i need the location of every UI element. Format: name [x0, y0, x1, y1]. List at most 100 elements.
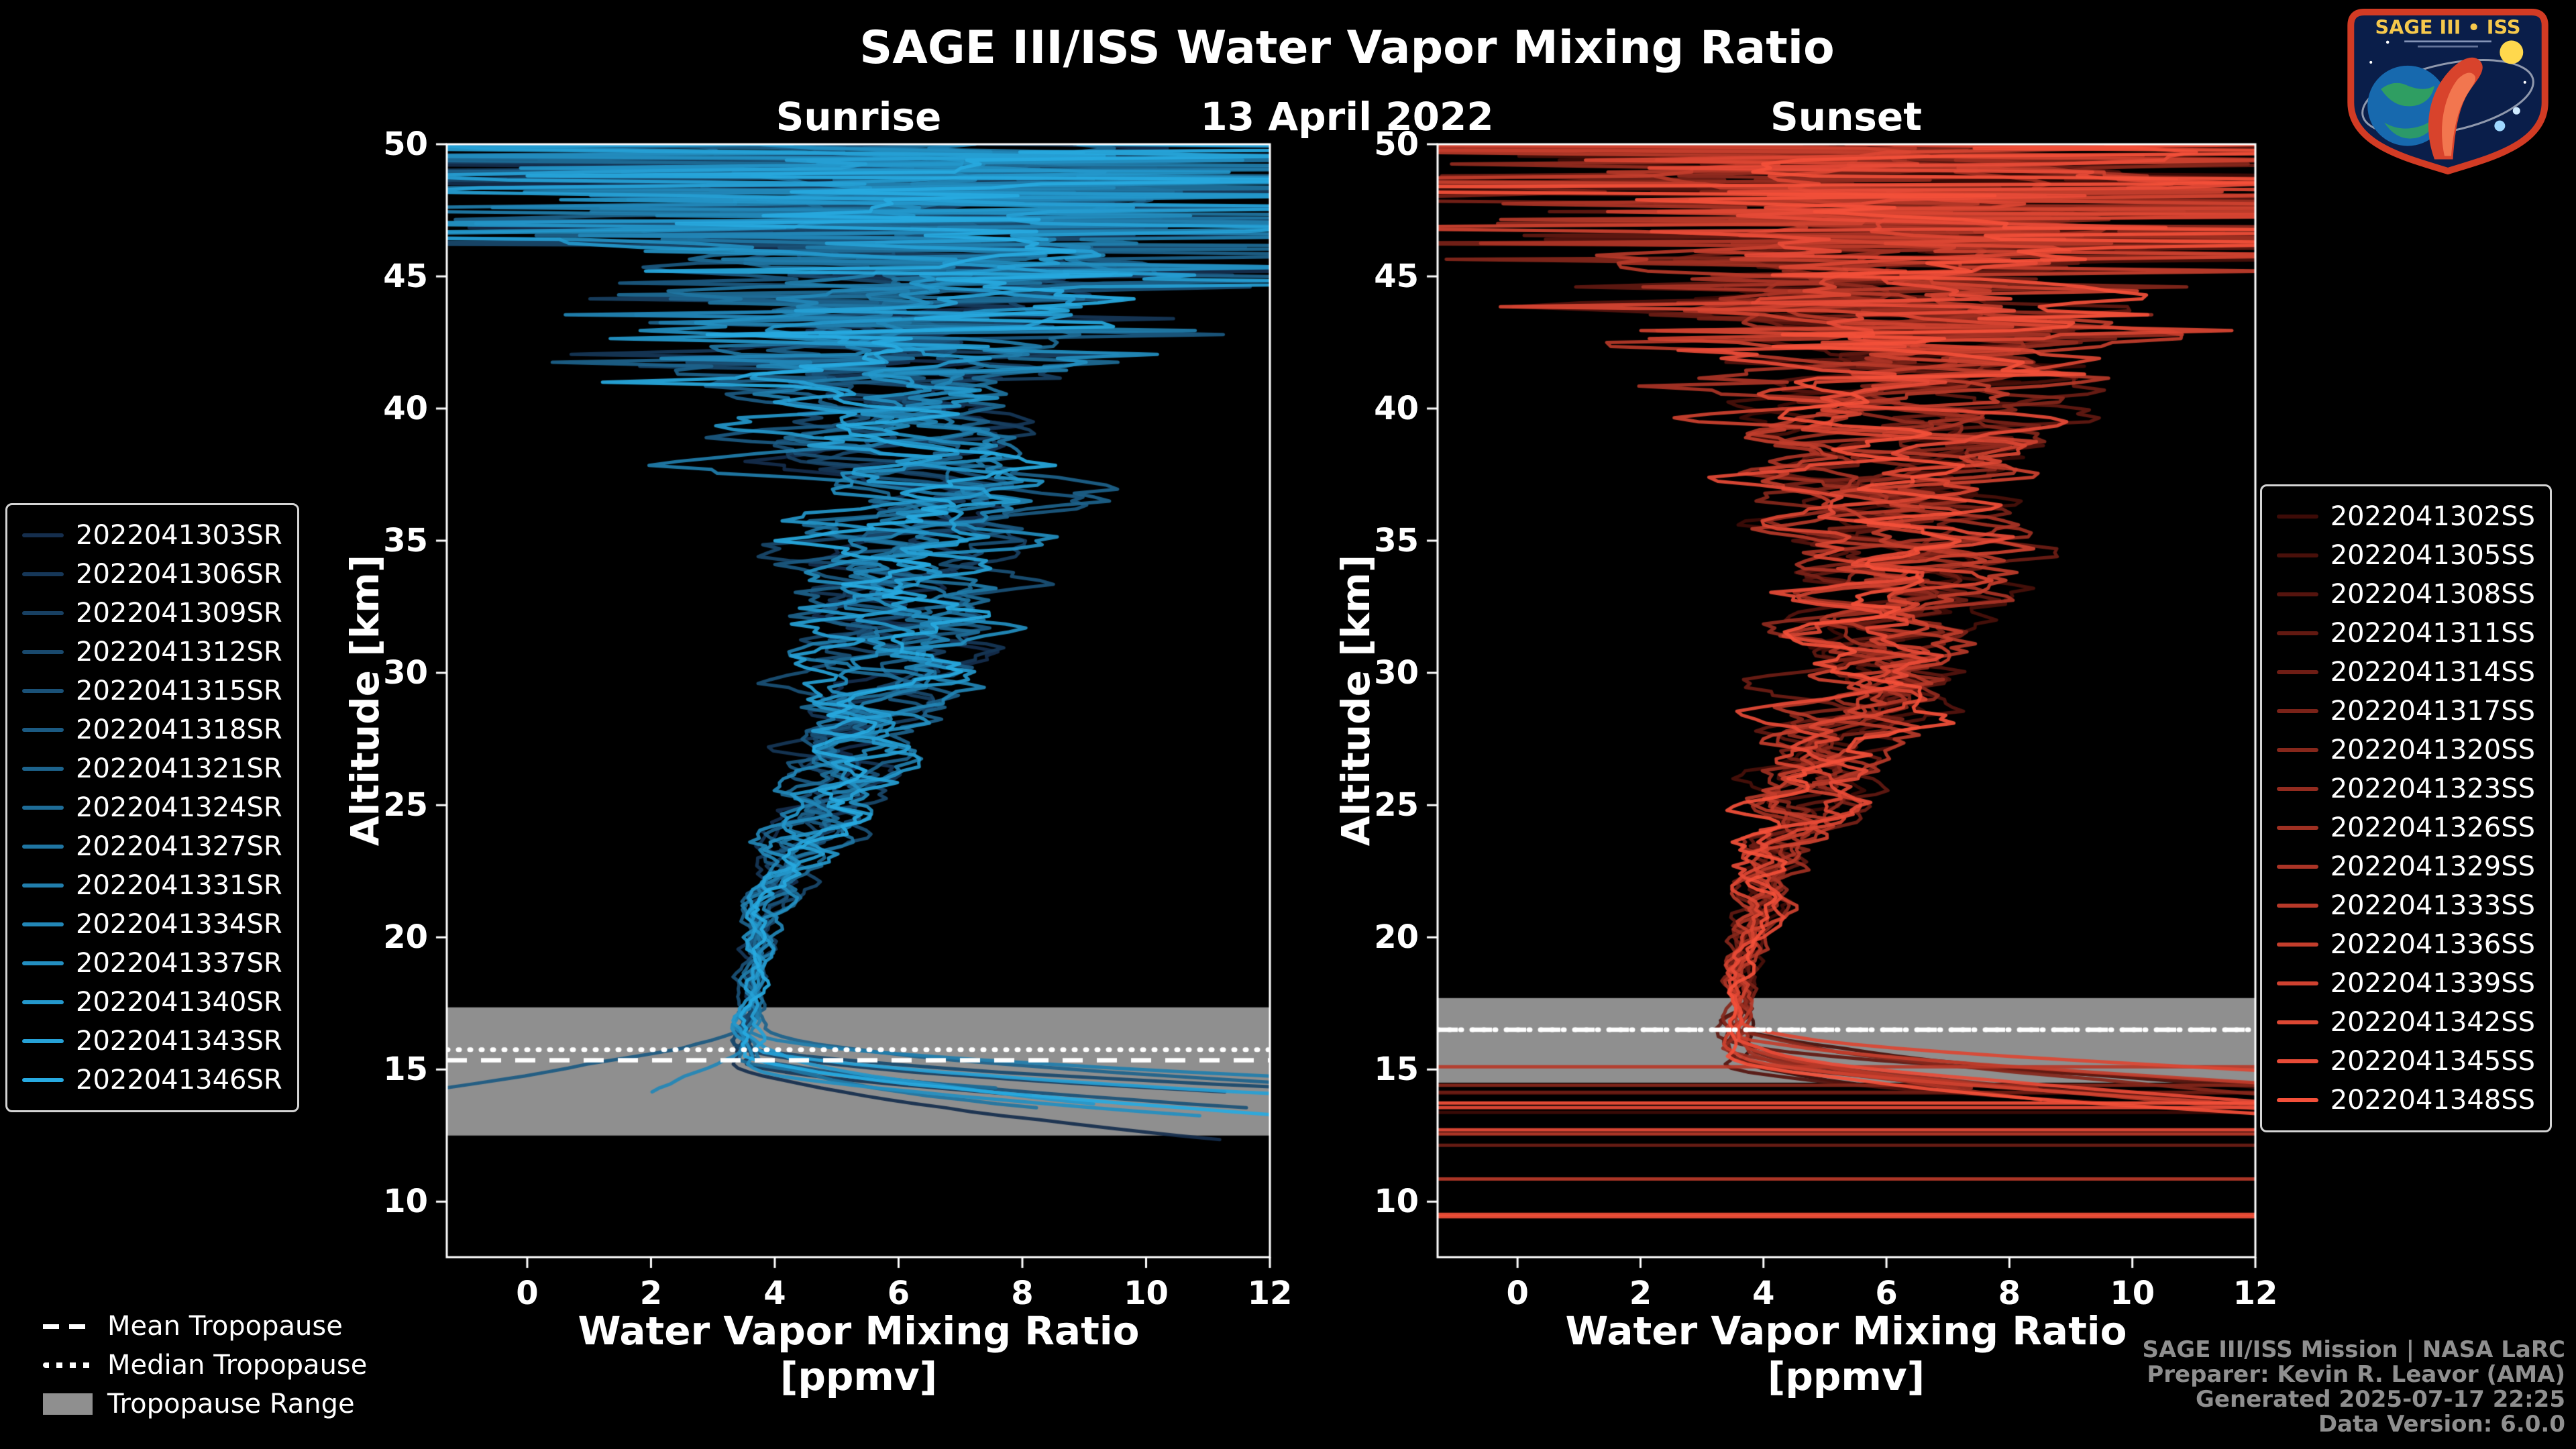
series-color-swatch: [22, 611, 64, 615]
dotted-line-swatch: [43, 1362, 93, 1368]
series-label: 2022041321SR: [76, 753, 282, 784]
attribution-generated: Generated 2025-07-17 22:25: [2196, 1386, 2565, 1413]
series-label: 2022041348SS: [2330, 1085, 2535, 1116]
y-tick-label: 35: [383, 522, 428, 560]
y-tick-label: 15: [1374, 1051, 1419, 1089]
series-label: 2022041309SR: [76, 598, 282, 629]
y-tick-label: 30: [1374, 654, 1419, 692]
legend-item: 2022041317SS: [2276, 692, 2535, 731]
legend-item: 2022041324SR: [22, 788, 282, 827]
legend-sunset: 2022041302SS 2022041305SS 2022041308SS 2022…: [2259, 484, 2552, 1132]
legend-item: 2022041348SS: [2276, 1081, 2535, 1120]
series-label: 2022041317SS: [2330, 696, 2535, 727]
series-label: 2022041333SS: [2330, 890, 2535, 921]
legend-item: 2022041345SS: [2276, 1042, 2535, 1081]
x-tick-label: 4: [763, 1275, 786, 1312]
legend-item: 2022041305SS: [2276, 536, 2535, 575]
legend-item: 2022041327SR: [22, 827, 282, 866]
series-color-swatch: [2276, 709, 2318, 713]
series-label: 2022041339SS: [2330, 968, 2535, 999]
sage-iss-logo-badge: SAGE III • ISS: [2347, 8, 2548, 175]
x-tick-label: 2: [639, 1275, 663, 1312]
attribution: SAGE III/ISS Mission | NASA LaRC Prepare…: [2143, 1338, 2566, 1437]
series-label: 2022041306SR: [76, 559, 282, 590]
series-label: 2022041331SR: [76, 870, 282, 901]
series-label: 2022041345SS: [2330, 1046, 2535, 1077]
legend-item: 2022041334SR: [22, 905, 282, 944]
series-label: 2022041314SS: [2330, 657, 2535, 688]
series-color-swatch: [2276, 865, 2318, 869]
series-label: 2022041305SS: [2330, 540, 2535, 571]
series-color-swatch: [22, 650, 64, 654]
y-tick-label: 10: [383, 1183, 428, 1221]
x-tick-label: 4: [1752, 1275, 1775, 1312]
series-color-swatch: [2276, 943, 2318, 947]
y-tick-label: 45: [1374, 258, 1419, 296]
series-color-swatch: [2276, 1059, 2318, 1063]
logo-subtext-line: [2404, 40, 2491, 43]
y-tick-label: 20: [1374, 918, 1419, 957]
legend-sunrise: 2022041303SR 2022041306SR 2022041309SR 2022…: [5, 503, 299, 1112]
legend-item: 2022041314SS: [2276, 653, 2535, 692]
mean-tropopause-label: Mean Tropopause: [107, 1311, 343, 1342]
legend-item: 2022041323SS: [2276, 769, 2535, 808]
x-tick-label: 8: [1998, 1275, 2021, 1312]
x-tick-label: 2: [1629, 1275, 1652, 1312]
series-label: 2022041336SS: [2330, 929, 2535, 960]
y-tick-label: 35: [1374, 522, 1419, 560]
x-tick-label: 12: [1247, 1275, 1293, 1312]
legend-item: 2022041340SR: [22, 983, 282, 1022]
legend-item: 2022041337SR: [22, 944, 282, 983]
series-label: 2022041324SR: [76, 792, 282, 823]
logo-planet: [2494, 120, 2506, 131]
panel-title-sunrise: Sunrise: [775, 94, 942, 140]
legend-item-median-tropopause: Median Tropopause: [43, 1346, 367, 1385]
series-color-swatch: [22, 922, 64, 926]
series-color-swatch: [22, 689, 64, 693]
series-color-swatch: [22, 728, 64, 732]
legend-item: 2022041329SS: [2276, 847, 2535, 886]
y-tick-label: 15: [383, 1051, 428, 1089]
y-tick-label: 25: [383, 786, 428, 824]
y-tick-label: 20: [383, 918, 428, 957]
x-tick-label: 10: [1124, 1275, 1169, 1312]
y-tick-label: 40: [383, 390, 428, 428]
series-color-swatch: [2276, 1020, 2318, 1024]
legend-item: 2022041326SS: [2276, 808, 2535, 847]
series-color-swatch: [2276, 981, 2318, 985]
series-color-swatch: [2276, 1098, 2318, 1102]
legend-item: 2022041339SS: [2276, 964, 2535, 1003]
attribution-mission: SAGE III/ISS Mission | NASA LaRC: [2142, 1336, 2566, 1363]
series-label: 2022041308SS: [2330, 579, 2535, 610]
series-color-swatch: [22, 806, 64, 810]
series-label: 2022041315SR: [76, 676, 282, 706]
legend-item: 2022041303SR: [22, 516, 282, 555]
y-tick-label: 40: [1374, 390, 1419, 428]
x-tick-label: 12: [2233, 1275, 2278, 1312]
series-color-swatch: [22, 1039, 64, 1043]
gray-band-swatch: [43, 1393, 93, 1415]
series-label: 2022041311SS: [2330, 618, 2535, 649]
series-color-swatch: [2276, 515, 2318, 519]
x-tick-label: 0: [1506, 1275, 1529, 1312]
x-axis-label-right: Water Vapor Mixing Ratio: [1565, 1308, 2127, 1354]
logo-subtext-line2: [2418, 45, 2478, 48]
legend-item: 2022041336SS: [2276, 925, 2535, 964]
x-tick-label: 6: [1875, 1275, 1898, 1312]
series-color-swatch: [22, 533, 64, 537]
legend-item-tropopause-range: Tropopause Range: [43, 1385, 367, 1424]
legend-item: 2022041342SS: [2276, 1003, 2535, 1042]
series-color-swatch: [22, 883, 64, 888]
y-tick-label: 10: [1374, 1183, 1419, 1221]
series-color-swatch: [22, 961, 64, 965]
logo-planet2: [2512, 107, 2520, 115]
legend-item: 2022041302SS: [2276, 497, 2535, 536]
logo-title-text: SAGE III • ISS: [2375, 15, 2520, 38]
series-label: 2022041346SR: [76, 1065, 282, 1095]
date-heading: 13 April 2022: [1200, 94, 1494, 140]
legend-item: 2022041346SR: [22, 1061, 282, 1099]
legend-item: 2022041308SS: [2276, 575, 2535, 614]
logo-earth-land2: [2384, 115, 2435, 139]
median-tropopause-label: Median Tropopause: [107, 1350, 368, 1381]
x-tick-label: 6: [887, 1275, 910, 1312]
